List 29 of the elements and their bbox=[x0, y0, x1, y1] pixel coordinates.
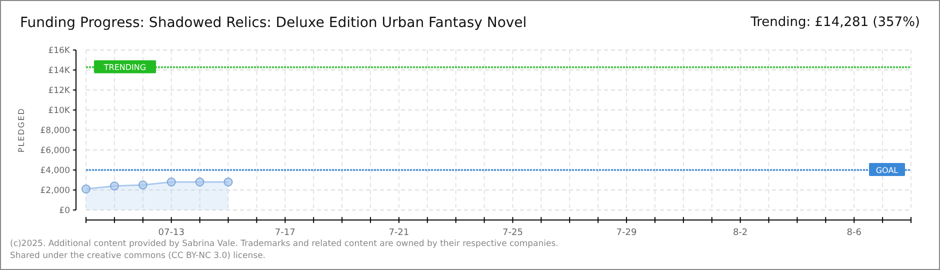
text: (c)2025. Additional content provided by Sabrina Vale. Trademarks and related content are owned by their respective companies. bbox=[10, 239, 558, 249]
point bbox=[82, 184, 90, 194]
chart-subtitle: Trending: £14,281 (357%) bbox=[750, 15, 920, 30]
y-tick-label: £14K bbox=[48, 66, 70, 76]
x-tick-label: 7-17 bbox=[274, 228, 296, 238]
point bbox=[224, 178, 233, 186]
point bbox=[110, 182, 119, 190]
point bbox=[138, 180, 148, 190]
x-tick-label: 7-21 bbox=[388, 228, 410, 238]
ref-line-label: TRENDING bbox=[102, 63, 146, 72]
x-tick-label: 8-2 bbox=[732, 228, 748, 238]
x-tick-label: 7-25 bbox=[502, 228, 523, 238]
chart-title: Funding Progress: Shadowed Relics: Deluxe Edition Urban Fantasy Novel bbox=[20, 15, 527, 31]
y-tick-label: £0 bbox=[59, 206, 70, 216]
y-tick-label: £2,000 bbox=[40, 186, 70, 196]
x-tick-label: 8-6 bbox=[846, 228, 862, 238]
y-tick-label: £4,000 bbox=[40, 166, 70, 176]
y-tick-label: £16K bbox=[48, 46, 70, 56]
y-axis-title: PLEDGED bbox=[17, 108, 26, 152]
y-tick-label: £8,000 bbox=[40, 126, 70, 136]
y-tick-label: £12K bbox=[48, 86, 70, 96]
point bbox=[166, 178, 176, 186]
point bbox=[195, 178, 204, 186]
text: Shared under the creative commons (CC BY-NC 3.0) license. bbox=[10, 251, 266, 261]
x-tick-label: 7-29 bbox=[616, 228, 637, 238]
x-tick-label: 07-13 bbox=[158, 228, 184, 238]
y-tick-label: £6,000 bbox=[40, 146, 70, 156]
ref-line-label: GOAL bbox=[876, 166, 899, 175]
y-tick-label: £10K bbox=[48, 106, 70, 116]
